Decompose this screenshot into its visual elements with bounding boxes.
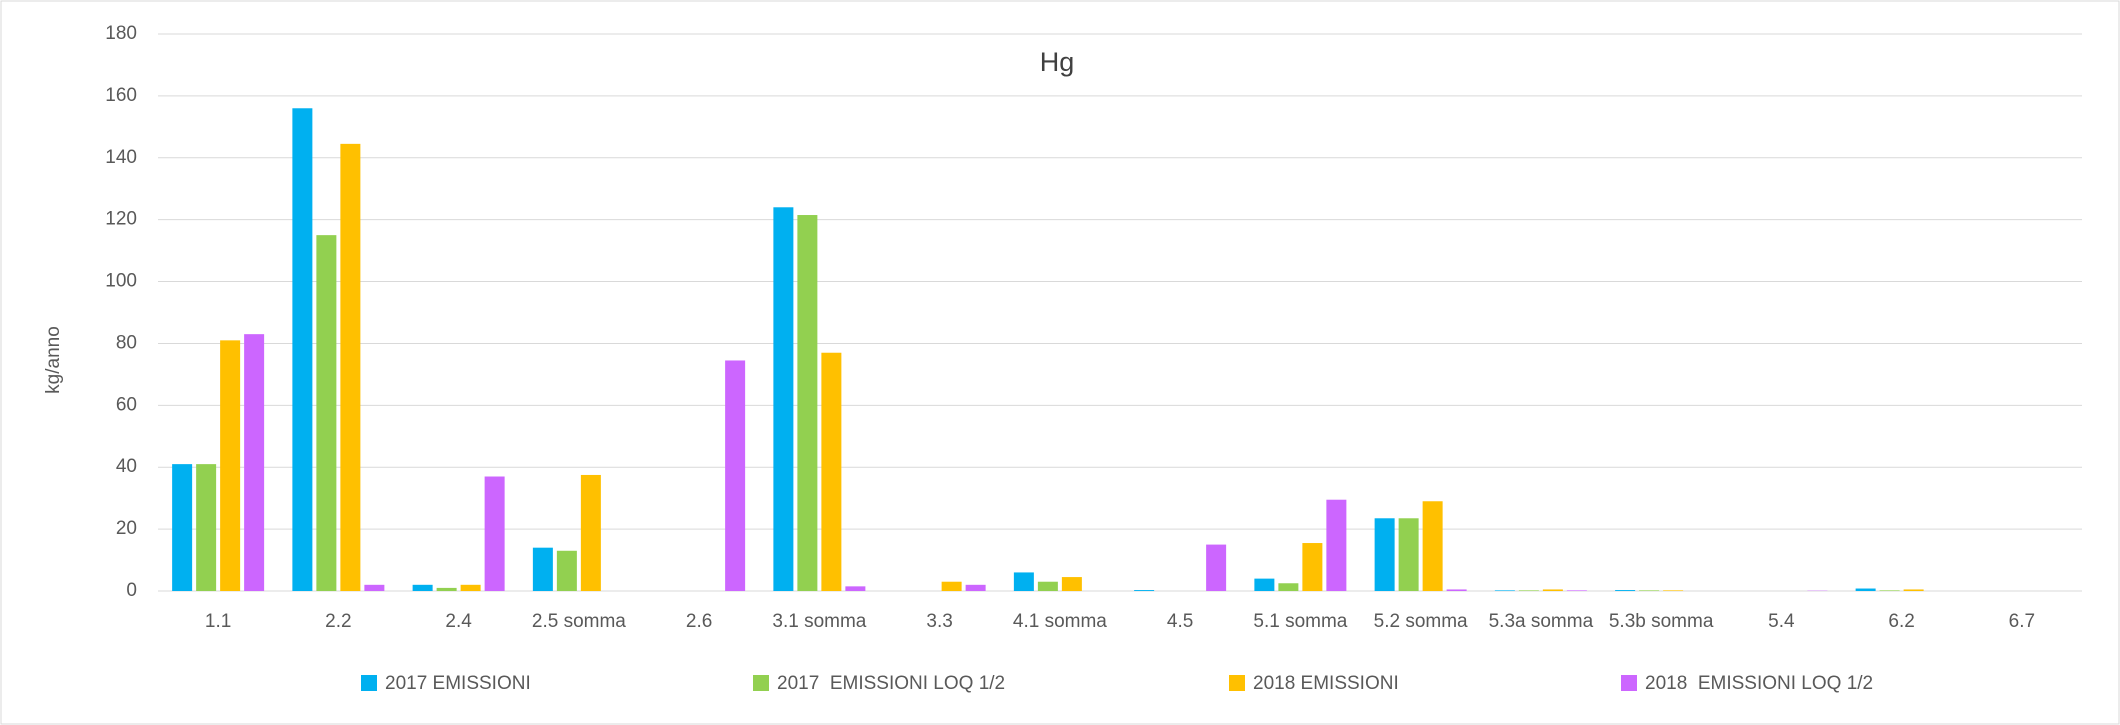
x-tick-label: 2.2 <box>325 611 351 632</box>
bar <box>845 586 866 591</box>
bar <box>1206 544 1227 591</box>
bar <box>1518 590 1539 591</box>
bar <box>532 547 553 591</box>
bar <box>1446 589 1467 591</box>
y-tick-label: 160 <box>105 85 137 106</box>
bar <box>172 464 193 591</box>
bar <box>1566 590 1587 591</box>
bar <box>1302 543 1323 591</box>
bar <box>1663 590 1684 591</box>
legend-label: 2017 EMISSIONI <box>385 673 531 694</box>
legend-swatch <box>1621 675 1637 691</box>
bar <box>941 581 962 591</box>
x-tick-label: 2.5 somma <box>532 611 626 632</box>
bar <box>556 550 577 591</box>
bar <box>1542 589 1563 591</box>
legend-swatch <box>753 675 769 691</box>
bar <box>340 143 361 591</box>
legend-swatch <box>361 675 377 691</box>
bar <box>1879 590 1900 591</box>
bar <box>436 587 457 591</box>
bar <box>244 334 265 591</box>
bar <box>196 464 217 591</box>
x-tick-label: 2.6 <box>686 611 712 632</box>
x-tick-label: 5.3b somma <box>1609 611 1714 632</box>
bar <box>1326 499 1347 591</box>
bar <box>580 474 601 591</box>
x-tick-label: 6.2 <box>1888 611 1914 632</box>
x-tick-label: 5.1 somma <box>1253 611 1347 632</box>
y-tick-label: 40 <box>116 456 137 477</box>
bar <box>1422 501 1443 591</box>
legend-label: 2018 EMISSIONI <box>1253 673 1399 694</box>
bar <box>773 207 794 592</box>
bar <box>1254 578 1275 591</box>
bar <box>1639 590 1660 591</box>
y-tick-label: 0 <box>126 580 137 601</box>
bar <box>292 108 313 592</box>
x-tick-label: 4.1 somma <box>1013 611 1107 632</box>
bar <box>797 215 818 591</box>
chart-title: Hg <box>1040 47 1075 77</box>
bar <box>460 584 481 591</box>
x-tick-label: 5.3a somma <box>1489 611 1594 632</box>
bar <box>1037 581 1058 591</box>
x-tick-label: 5.2 somma <box>1374 611 1468 632</box>
legend-label: 2018 EMISSIONI LOQ 1/2 <box>1645 673 1873 694</box>
legend-swatch <box>1229 675 1245 691</box>
bar <box>1134 590 1155 591</box>
legend-label: 2017 EMISSIONI LOQ 1/2 <box>777 673 1005 694</box>
bar <box>1374 518 1395 591</box>
bar <box>412 584 433 591</box>
y-tick-label: 140 <box>105 147 137 168</box>
bar <box>965 584 986 591</box>
bar <box>821 352 842 591</box>
bar <box>316 235 337 591</box>
x-tick-label: 5.4 <box>1768 611 1795 632</box>
bar <box>1615 590 1636 591</box>
bar <box>220 340 241 591</box>
y-tick-label: 80 <box>116 332 137 353</box>
y-tick-label: 100 <box>105 271 137 292</box>
bar <box>1494 590 1515 591</box>
bar <box>364 584 385 591</box>
y-tick-label: 20 <box>116 518 137 539</box>
x-tick-label: 4.5 <box>1167 611 1193 632</box>
bar <box>1855 588 1876 591</box>
x-tick-label: 2.4 <box>445 611 472 632</box>
x-tick-label: 3.3 <box>926 611 952 632</box>
y-tick-label: 120 <box>105 209 137 230</box>
y-axis-label: kg/anno <box>43 326 64 394</box>
bar <box>484 476 505 591</box>
y-tick-label: 60 <box>116 394 137 415</box>
bar <box>725 360 746 591</box>
bar <box>1061 577 1082 591</box>
bar <box>1398 518 1419 591</box>
bar <box>1903 589 1924 591</box>
y-tick-label: 180 <box>105 23 137 44</box>
bar <box>1278 583 1299 591</box>
x-tick-label: 3.1 somma <box>772 611 866 632</box>
x-tick-label: 6.7 <box>2009 611 2035 632</box>
bar <box>1013 572 1034 591</box>
x-tick-label: 1.1 <box>205 611 231 632</box>
